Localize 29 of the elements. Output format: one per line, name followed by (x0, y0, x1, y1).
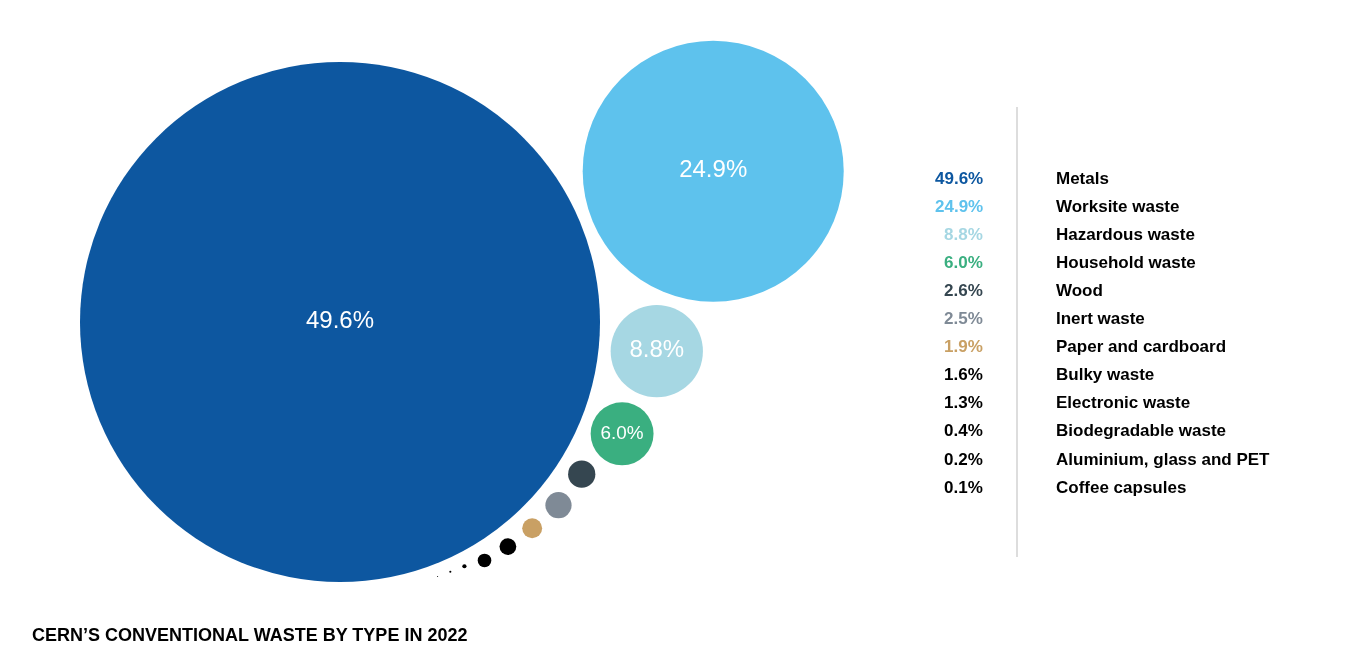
category-label: Biodegradable waste (1056, 421, 1227, 440)
data-label: 1.9% (944, 337, 983, 356)
category-label: Household waste (1056, 253, 1196, 272)
category-label: Paper and cardboard (1056, 337, 1227, 356)
data-label: 0.2% (944, 450, 983, 469)
category-label: Inert waste (1056, 309, 1145, 328)
data-label: 2.6% (944, 281, 983, 300)
category-label: Worksite waste (1056, 197, 1180, 216)
category-label: Aluminium, glass and PET (1056, 450, 1271, 469)
data-label: 6.0% (944, 253, 983, 272)
text: 6.0% (600, 421, 644, 443)
data-label: 2.5% (944, 309, 983, 328)
data-label: 1.3% (944, 393, 983, 412)
text: 49.6% (305, 306, 375, 333)
data-label: 1.6% (944, 365, 983, 384)
data-label: 24.9% (935, 197, 984, 216)
category-label: Wood (1056, 281, 1103, 300)
data-label: 0.4% (944, 421, 983, 440)
category-label: Hazardous waste (1056, 225, 1195, 244)
text: 24.9% (679, 155, 748, 183)
category-label: Electronic waste (1056, 393, 1191, 412)
category-label: Metals (1056, 169, 1109, 188)
category-label: Bulky waste (1056, 365, 1155, 384)
data-label: 8.8% (944, 225, 983, 244)
data-label: 0.1% (944, 478, 983, 497)
category-label: Coffee capsules (1056, 478, 1187, 497)
text: CERN’S CONVENTIONAL WASTE BY TYPE IN 2022 (32, 625, 468, 645)
data-label: 49.6% (935, 169, 984, 188)
text: 8.8% (629, 335, 685, 363)
